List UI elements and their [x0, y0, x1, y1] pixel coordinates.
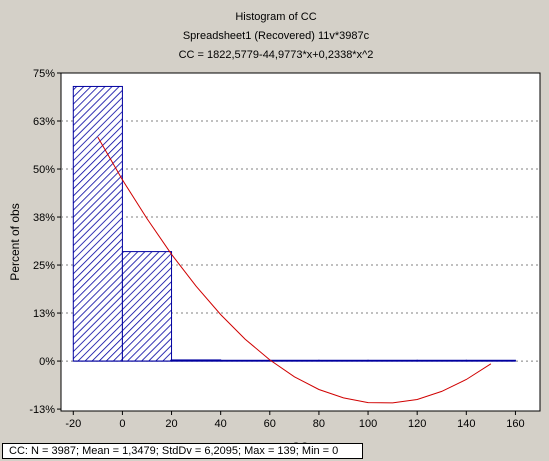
fit-curve: [97, 136, 492, 404]
histogram-bar: [72, 85, 123, 362]
x-tick-label: 160: [506, 418, 524, 430]
histogram-bar: [121, 251, 173, 362]
x-tick-label: 140: [457, 418, 475, 430]
y-tick-label: 25%: [33, 260, 55, 272]
x-tick-label: 0: [119, 418, 125, 430]
histogram-bars: [72, 85, 516, 362]
y-tick-label: -13%: [29, 404, 55, 416]
x-tick-label: 60: [264, 418, 276, 430]
x-tick-label: 100: [359, 418, 377, 430]
chart-subtitle: Spreadsheet1 (Recovered) 11v*3987c: [183, 30, 370, 42]
fit-equation: CC = 1822,5779-44,9773*x+0,2338*x^2: [179, 49, 374, 61]
y-tick-label: 38%: [33, 212, 55, 224]
x-tick-label: 80: [313, 418, 325, 430]
fit-curve-line: [97, 136, 492, 404]
x-tick-label: 20: [165, 418, 177, 430]
x-tick-label: -20: [65, 418, 81, 430]
y-tick-label: 75%: [33, 68, 55, 80]
chart-title: Histogram of CC: [235, 11, 316, 23]
x-tick-label: 120: [408, 418, 426, 430]
y-tick-label: 50%: [33, 164, 55, 176]
x-tick-label: 40: [215, 418, 227, 430]
y-axis-label: Percent of obs: [8, 203, 22, 280]
x-axis-ticks: -20 0 20 40 60 80 100 120 140 160: [65, 411, 525, 430]
y-axis-ticks: 75% 63% 50% 38% 25% 13% 0% -13%: [29, 68, 61, 416]
y-tick-label: 63%: [33, 116, 55, 128]
y-tick-label: 13%: [33, 308, 55, 320]
y-tick-label: 0%: [39, 356, 55, 368]
stats-summary: CC: N = 3987; Mean = 1,3479; StdDv = 6,2…: [2, 443, 363, 459]
